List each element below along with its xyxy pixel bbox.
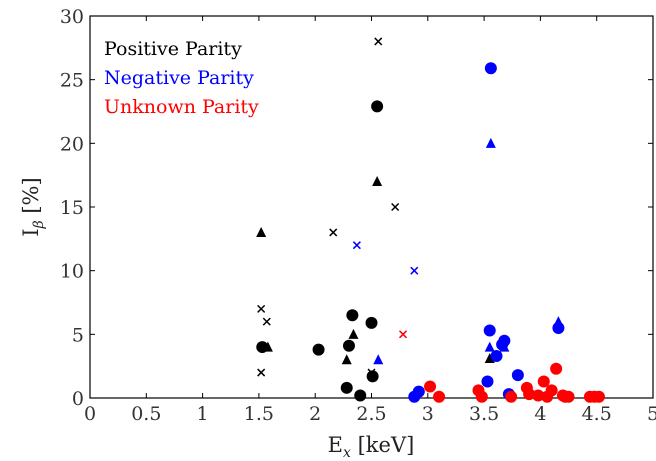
- positive-parity-circle-point: [340, 381, 353, 394]
- negative-parity-cross-point: [410, 266, 419, 275]
- negative-parity-circle-point: [490, 349, 503, 362]
- negative-parity-triangle-point: [484, 341, 495, 352]
- negative-parity-circle-point: [511, 369, 524, 382]
- y-tick-label: 20: [60, 133, 84, 155]
- x-tick-label: 2: [309, 403, 321, 425]
- positive-parity-cross-point: [257, 368, 266, 377]
- positive-parity-circle-point: [342, 339, 355, 352]
- y-tick-label: 0: [72, 388, 84, 410]
- negative-parity-circle-point: [412, 385, 425, 398]
- unknown-parity-circle-point: [475, 390, 488, 403]
- negative-parity-triangle-point: [373, 354, 384, 365]
- positive-parity-circle-point: [346, 309, 359, 322]
- y-axis-title-sub: β: [31, 220, 47, 229]
- positive-parity-triangle-point: [262, 341, 273, 352]
- x-axis-title-sub: x: [343, 445, 351, 461]
- negative-parity-circle-point: [484, 62, 497, 75]
- y-axis-title-main: I: [19, 228, 43, 236]
- unknown-parity-circle-point: [545, 384, 558, 397]
- positive-parity-cross-point: [257, 304, 266, 313]
- positive-parity-circle-point: [354, 389, 367, 402]
- x-tick-label: 1.5: [244, 403, 274, 425]
- y-tick-label: 15: [60, 197, 84, 219]
- x-tick-label: 0.5: [131, 403, 161, 425]
- negative-parity-circle-point: [481, 375, 494, 388]
- y-axis-title-unit: [%]: [19, 177, 43, 220]
- positive-parity-triangle-point: [341, 354, 352, 365]
- legend: Positive Parity Negative Parity Unknown Pa…: [104, 38, 259, 118]
- legend-entry: Negative Parity: [104, 67, 254, 89]
- axis-ticks: 0 0.5 1 1.5 2 2.5 3 3.5 4 4.5 5 0 5 10 15 20 25 30: [60, 6, 656, 425]
- negative-parity-triangle-point: [553, 316, 564, 327]
- positive-parity-cross-point: [367, 368, 376, 377]
- x-axis-title-unit: [keV]: [351, 433, 414, 457]
- x-axis-title: Ex [keV]: [328, 433, 415, 461]
- positive-parity-triangle-point: [256, 226, 267, 237]
- positive-parity-circle-point: [365, 316, 378, 329]
- y-tick-label: 30: [60, 6, 84, 28]
- x-tick-label: 3.5: [469, 403, 499, 425]
- y-tick-label: 5: [72, 324, 84, 346]
- positive-parity-cross-point: [391, 202, 400, 212]
- unknown-parity-circle-point: [550, 362, 563, 375]
- y-tick-label: 10: [60, 261, 84, 283]
- y-tick-label: 25: [60, 70, 84, 92]
- positive-parity-cross-point: [374, 37, 383, 46]
- positive-parity-circle-point: [312, 343, 325, 356]
- unknown-parity-circle-point: [505, 390, 518, 403]
- positive-parity-triangle-point: [348, 328, 359, 339]
- legend-entry: Unknown Parity: [104, 96, 259, 118]
- x-tick-label: 4.5: [582, 403, 612, 425]
- positive-parity-triangle-point: [372, 176, 383, 187]
- unknown-parity-circle-point: [537, 375, 550, 388]
- positive-parity-circle-point: [371, 100, 384, 113]
- x-tick-label: 5: [647, 403, 656, 425]
- unknown-parity-cross-point: [398, 330, 408, 339]
- x-tick-label: 0: [84, 403, 96, 425]
- positive-parity-cross-point: [329, 228, 338, 237]
- x-tick-label: 3: [422, 403, 434, 425]
- positive-parity-triangle-point: [484, 353, 495, 364]
- unknown-parity-circle-point: [433, 390, 446, 403]
- negative-parity-triangle-point: [485, 137, 496, 148]
- negative-parity-triangle-point: [499, 341, 510, 352]
- x-tick-label: 2.5: [356, 403, 386, 425]
- unknown-parity-circle-point: [562, 390, 575, 403]
- y-axis-title: Iβ [%]: [19, 177, 47, 236]
- legend-entry: Positive Parity: [104, 38, 242, 60]
- x-axis-title-main: E: [328, 433, 343, 457]
- unknown-parity-circle-point: [592, 390, 605, 403]
- negative-parity-cross-point: [352, 241, 361, 250]
- positive-parity-cross-point: [262, 317, 271, 326]
- negative-parity-circle-point: [498, 334, 511, 347]
- unknown-parity-circle-point: [523, 388, 536, 401]
- unknown-parity-circle-point: [424, 380, 437, 393]
- negative-parity-circle-point: [483, 324, 496, 337]
- x-tick-label: 1: [197, 403, 209, 425]
- unknown-parity-circle-point: [532, 389, 545, 402]
- x-tick-label: 4: [534, 403, 546, 425]
- data-points: [256, 37, 605, 403]
